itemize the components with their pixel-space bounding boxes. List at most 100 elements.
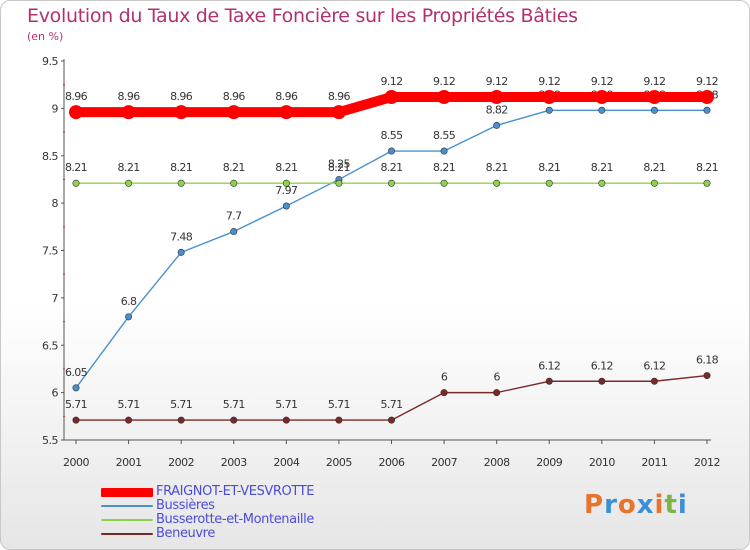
data-label: 8.21 [170, 161, 192, 174]
data-point [703, 179, 711, 187]
data-point [493, 179, 501, 187]
proxiti-logo: Proxiti [584, 490, 688, 520]
data-label: 8.82 [486, 103, 508, 116]
x-tick-label: 2001 [116, 456, 142, 469]
data-label: 8.21 [380, 161, 402, 174]
data-point [177, 416, 185, 424]
data-point [331, 105, 346, 120]
data-label: 6.12 [538, 359, 560, 372]
data-label: 8.55 [380, 129, 403, 142]
data-point [335, 416, 343, 424]
data-label: 8.25 [328, 157, 351, 170]
data-label: 5.71 [118, 398, 140, 411]
x-tick-label: 2007 [431, 456, 457, 469]
data-point [69, 105, 83, 120]
data-point [174, 105, 189, 120]
data-label: 8.96 [65, 90, 88, 103]
data-point [177, 179, 185, 187]
data-label: 6 [493, 371, 500, 384]
x-tick-label: 2009 [536, 456, 562, 469]
x-tick-label: 2005 [326, 456, 352, 469]
y-tick-label: 7.5 [42, 245, 58, 258]
data-label: 8.21 [118, 161, 140, 174]
data-label: 6 [441, 371, 448, 384]
legend-swatch [101, 533, 153, 535]
data-point [545, 179, 553, 187]
data-point [598, 377, 606, 385]
data-label: 9.12 [591, 75, 613, 88]
data-point [440, 389, 448, 397]
data-label: 5.71 [223, 398, 245, 411]
data-label: 9.12 [696, 75, 718, 88]
data-point [489, 90, 504, 105]
x-tick-label: 2000 [63, 456, 89, 469]
data-point [387, 416, 395, 424]
legend-swatch [101, 519, 153, 521]
data-point [545, 106, 553, 114]
data-point [384, 90, 399, 105]
chart-subtitle: (en %) [27, 30, 64, 43]
data-point [72, 179, 80, 187]
legend-label: FRAIGNOT-ET-VESVROTTE [156, 484, 315, 499]
data-label: 8.21 [696, 161, 718, 174]
y-tick-label: 8.5 [42, 150, 58, 163]
x-tick-label: 2008 [484, 456, 510, 469]
legend-swatch [101, 505, 153, 507]
data-point [125, 179, 133, 187]
data-point [545, 377, 553, 385]
data-point [650, 106, 658, 114]
data-point [387, 147, 395, 155]
data-label: 8.55 [433, 129, 456, 142]
data-label: 8.21 [223, 161, 245, 174]
x-tick-label: 2011 [641, 456, 667, 469]
data-point [282, 202, 290, 210]
data-label: 8.21 [275, 161, 297, 174]
data-point [72, 384, 80, 392]
data-point [230, 416, 238, 424]
data-label: 9.12 [538, 75, 560, 88]
data-label: 8.21 [328, 161, 350, 174]
data-label: 7.97 [275, 184, 298, 197]
data-label: 8.96 [118, 90, 141, 103]
data-point [125, 416, 133, 424]
y-tick-label: 9 [52, 102, 59, 115]
x-tick-label: 2006 [379, 456, 405, 469]
data-point [493, 389, 501, 397]
data-label: 8.21 [538, 161, 560, 174]
data-point [703, 106, 711, 114]
legend-label: Busserotte-et-Montenaille [156, 512, 314, 527]
data-label: 6.12 [643, 359, 665, 372]
data-label: 9.12 [380, 75, 402, 88]
data-point [440, 179, 448, 187]
y-tick-label: 7 [52, 292, 59, 305]
data-label: 7.7 [226, 210, 242, 223]
data-label: 8.96 [275, 90, 298, 103]
data-label: 9.12 [486, 75, 508, 88]
x-tick-label: 2003 [221, 456, 247, 469]
data-label: 9.12 [433, 75, 455, 88]
data-label: 8.96 [223, 90, 246, 103]
data-point [177, 248, 185, 256]
data-point [279, 105, 294, 120]
data-point [282, 416, 290, 424]
data-label: 9.12 [643, 75, 665, 88]
data-point [650, 377, 658, 385]
data-point [72, 416, 80, 424]
data-point [594, 90, 609, 105]
data-label: 7.48 [170, 230, 193, 243]
data-label: 6.05 [65, 366, 88, 379]
data-label: 6.12 [591, 359, 613, 372]
x-tick-label: 2002 [168, 456, 194, 469]
data-point [598, 179, 606, 187]
data-label: 8.21 [643, 161, 665, 174]
data-label: 5.71 [380, 398, 402, 411]
data-point [335, 179, 343, 187]
data-point [598, 106, 606, 114]
data-label: 8.21 [65, 161, 87, 174]
legend-label: Beneuvre [156, 526, 215, 541]
data-label: 8.96 [328, 90, 351, 103]
data-point [650, 179, 658, 187]
data-point [230, 228, 238, 236]
